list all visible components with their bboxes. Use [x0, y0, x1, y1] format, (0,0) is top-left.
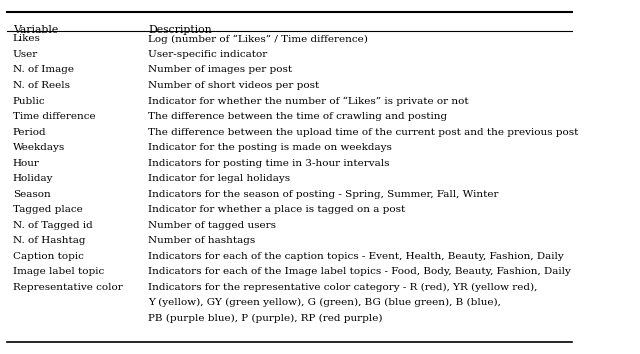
Text: Variable: Variable [13, 25, 58, 35]
Text: Indicators for the representative color category - R (red), YR (yellow red),: Indicators for the representative color … [148, 283, 538, 292]
Text: Indicator for legal holidays: Indicator for legal holidays [148, 174, 291, 183]
Text: Description: Description [148, 25, 212, 35]
Text: Hour: Hour [13, 159, 40, 167]
Text: Indicator for whether the number of “Likes” is private or not: Indicator for whether the number of “Lik… [148, 97, 469, 106]
Text: N. of Hashtag: N. of Hashtag [13, 236, 85, 245]
Text: PB (purple blue), P (purple), RP (red purple): PB (purple blue), P (purple), RP (red pu… [148, 314, 383, 323]
Text: Indicator for whether a place is tagged on a post: Indicator for whether a place is tagged … [148, 205, 406, 214]
Text: Number of tagged users: Number of tagged users [148, 221, 276, 230]
Text: Public: Public [13, 97, 45, 105]
Text: Likes: Likes [13, 34, 41, 44]
Text: Indicators for posting time in 3-hour intervals: Indicators for posting time in 3-hour in… [148, 159, 390, 167]
Text: Representative color: Representative color [13, 283, 123, 292]
Text: N. of Tagged id: N. of Tagged id [13, 221, 93, 230]
Text: N. of Reels: N. of Reels [13, 81, 70, 90]
Text: Period: Period [13, 127, 47, 137]
Text: User-specific indicator: User-specific indicator [148, 50, 268, 59]
Text: The difference between the time of crawling and posting: The difference between the time of crawl… [148, 112, 447, 121]
Text: Log (number of “Likes” / Time difference): Log (number of “Likes” / Time difference… [148, 34, 368, 44]
Text: Number of short videos per post: Number of short videos per post [148, 81, 319, 90]
Text: Tagged place: Tagged place [13, 205, 83, 214]
Text: Holiday: Holiday [13, 174, 53, 183]
Text: Y (yellow), GY (green yellow), G (green), BG (blue green), B (blue),: Y (yellow), GY (green yellow), G (green)… [148, 298, 501, 307]
Text: Caption topic: Caption topic [13, 252, 84, 261]
Text: Indicators for each of the caption topics - Event, Health, Beauty, Fashion, Dail: Indicators for each of the caption topic… [148, 252, 564, 261]
Text: N. of Image: N. of Image [13, 65, 74, 74]
Text: Season: Season [13, 190, 51, 199]
Text: The difference between the upload time of the current post and the previous post: The difference between the upload time o… [148, 127, 579, 137]
Text: Image label topic: Image label topic [13, 267, 104, 276]
Text: User: User [13, 50, 38, 59]
Text: Indicator for the posting is made on weekdays: Indicator for the posting is made on wee… [148, 143, 392, 152]
Text: Weekdays: Weekdays [13, 143, 65, 152]
Text: Number of hashtags: Number of hashtags [148, 236, 255, 245]
Text: Number of images per post: Number of images per post [148, 65, 292, 74]
Text: Indicators for the season of posting - Spring, Summer, Fall, Winter: Indicators for the season of posting - S… [148, 190, 499, 199]
Text: Time difference: Time difference [13, 112, 95, 121]
Text: Indicators for each of the Image label topics - Food, Body, Beauty, Fashion, Dai: Indicators for each of the Image label t… [148, 267, 572, 276]
